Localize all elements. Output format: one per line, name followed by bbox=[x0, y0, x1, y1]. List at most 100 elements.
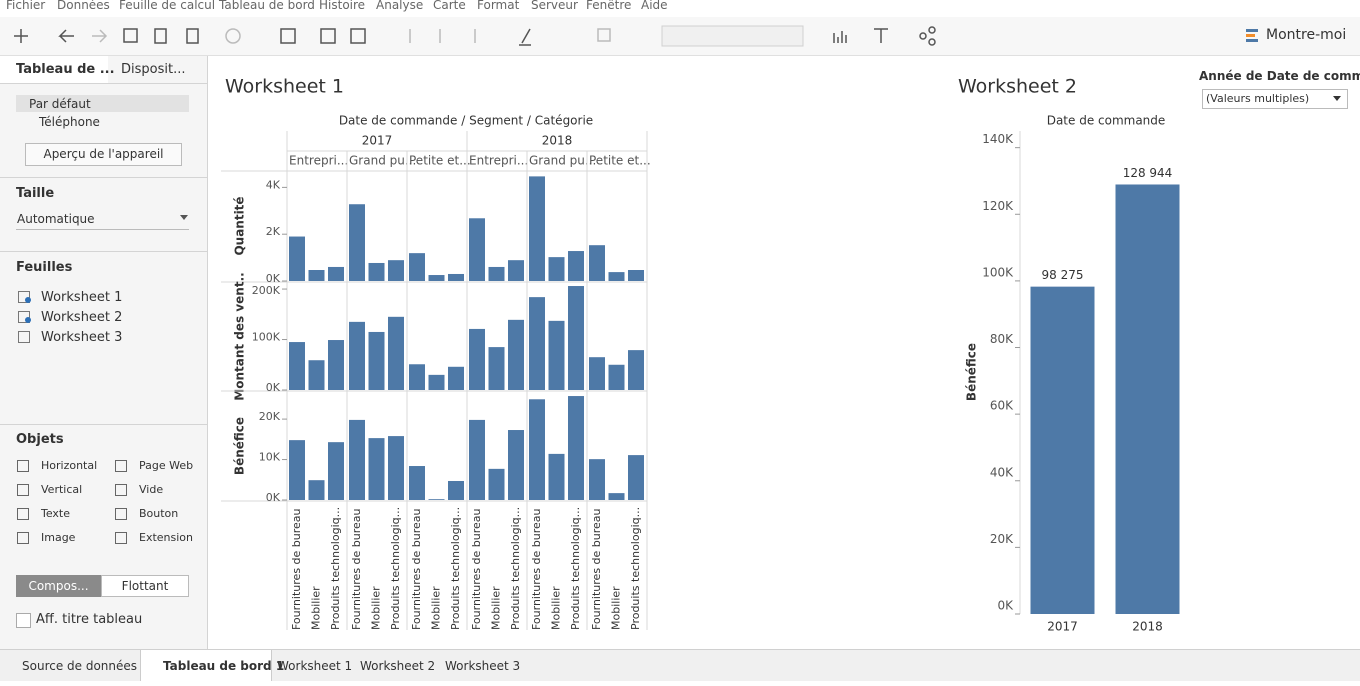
checkbox[interactable] bbox=[16, 613, 31, 628]
object-item[interactable]: Bouton bbox=[139, 507, 179, 520]
object-item[interactable]: Texte bbox=[41, 507, 71, 520]
y-tick-label: 140K bbox=[982, 132, 1014, 146]
menu-item[interactable]: Carte bbox=[433, 0, 466, 12]
sheet-tab[interactable]: Worksheet 2 bbox=[360, 659, 436, 673]
object-item[interactable]: Image bbox=[41, 531, 76, 544]
object-item[interactable]: Vertical bbox=[41, 483, 83, 496]
row-label: Bénéfice bbox=[233, 417, 247, 475]
object-icon bbox=[17, 532, 29, 544]
y-tick-label: 0K bbox=[266, 381, 281, 394]
menu-item[interactable]: Analyse bbox=[376, 0, 424, 12]
button[interactable]: Aperçu de l'appareil bbox=[25, 143, 182, 166]
object-icon bbox=[17, 460, 29, 472]
bar bbox=[529, 297, 545, 390]
bar bbox=[388, 436, 404, 500]
bar bbox=[289, 236, 305, 281]
menu-item[interactable]: Données bbox=[57, 0, 110, 12]
data-label: 128 944 bbox=[1123, 166, 1173, 180]
chart-title: Worksheet 2 bbox=[958, 76, 1077, 98]
sheet-tab[interactable]: Source de données bbox=[22, 659, 138, 673]
chart-title: Worksheet 1 bbox=[225, 76, 344, 98]
menu-item[interactable]: Feuille de calcul bbox=[119, 0, 216, 12]
bar bbox=[409, 364, 425, 390]
object-icon bbox=[17, 508, 29, 520]
bar bbox=[589, 357, 605, 390]
left-panel: Tableau de ... Disposit... Par défaut Té… bbox=[0, 56, 208, 649]
object-item[interactable]: Extension bbox=[139, 531, 194, 544]
bar bbox=[308, 270, 325, 281]
sheet-item[interactable]: Worksheet 3 bbox=[41, 330, 123, 345]
object-item[interactable]: Horizontal bbox=[41, 459, 98, 472]
column-header: Date de commande / Segment / Catégorie bbox=[339, 114, 593, 128]
sheet-tab[interactable]: Tableau de bord 1 bbox=[163, 659, 285, 673]
bar bbox=[628, 455, 644, 500]
menu-item[interactable]: Aide bbox=[641, 0, 668, 12]
icon bbox=[280, 28, 296, 44]
icon bbox=[409, 28, 611, 43]
menu-item[interactable]: Fichier bbox=[6, 0, 46, 12]
panel-tab[interactable]: Tableau de ... bbox=[16, 62, 115, 77]
bar bbox=[409, 466, 425, 500]
category-label: Fournitures de bureau bbox=[530, 508, 543, 630]
sheet-item[interactable]: Worksheet 1 bbox=[41, 290, 123, 305]
sheet-tab[interactable]: Worksheet 1 bbox=[277, 659, 353, 673]
y-tick-label: 120K bbox=[982, 199, 1014, 213]
icon bbox=[350, 28, 366, 44]
filter-dropdown[interactable] bbox=[1202, 89, 1348, 109]
menu-item[interactable]: Histoire bbox=[319, 0, 366, 12]
bar bbox=[428, 499, 445, 500]
bar bbox=[548, 257, 565, 281]
filter-title: Année de Date de comma.. bbox=[1199, 69, 1360, 83]
toolbar: Montre-moi bbox=[0, 17, 1360, 56]
device[interactable]: Téléphone bbox=[39, 115, 100, 129]
panel-tab[interactable]: Disposit... bbox=[121, 62, 186, 77]
icon bbox=[320, 28, 336, 44]
menu-bar: Fichier Données Feuille de calcul Tableau d… bbox=[0, 0, 1360, 14]
segment-header: Grand pu... bbox=[349, 154, 416, 168]
bar bbox=[469, 419, 485, 500]
sheet-item[interactable]: Worksheet 2 bbox=[41, 310, 123, 325]
bar bbox=[529, 399, 545, 500]
object-item[interactable]: Vide bbox=[139, 483, 164, 496]
x-tick-label: 2018 bbox=[1132, 620, 1163, 634]
y-tick-label: 0K bbox=[266, 272, 281, 285]
toggle-active[interactable]: Compos... bbox=[16, 575, 101, 597]
bar bbox=[368, 438, 385, 500]
bar bbox=[448, 480, 464, 500]
object-item[interactable]: Page Web bbox=[139, 459, 194, 472]
dropdown[interactable] bbox=[661, 25, 804, 47]
menu-item[interactable]: Serveur bbox=[531, 0, 578, 12]
icon bbox=[154, 28, 167, 44]
bar bbox=[488, 347, 505, 390]
toggle[interactable]: Flottant bbox=[101, 575, 189, 597]
sheet-tab[interactable]: Worksheet 3 bbox=[445, 659, 521, 673]
segment-header: Petite et... bbox=[589, 154, 651, 168]
icon bbox=[14, 29, 28, 43]
bar bbox=[289, 342, 305, 390]
menu-item[interactable]: Fenêtre bbox=[586, 0, 632, 12]
bar bbox=[349, 321, 365, 390]
category-label: Mobilier bbox=[550, 586, 563, 630]
bar bbox=[428, 275, 445, 281]
year-header: 2017 bbox=[362, 134, 393, 148]
section-title: Taille bbox=[16, 186, 55, 201]
row-label: Montant des vent.. bbox=[233, 272, 247, 400]
y-tick-label: 20K bbox=[990, 532, 1014, 546]
menu-item[interactable]: Tableau de bord bbox=[219, 0, 315, 12]
device[interactable]: Par défaut bbox=[29, 97, 91, 111]
size-dropdown[interactable]: Automatique bbox=[17, 212, 95, 226]
category-label: Produits technologiq... bbox=[329, 507, 342, 630]
bar bbox=[628, 270, 644, 281]
tab-bar: Source de données Tableau de bord 1 Worksh… bbox=[0, 649, 1360, 681]
show-me-button[interactable]: Montre-moi bbox=[1266, 27, 1347, 43]
icon bbox=[1246, 29, 1258, 32]
category-label: Mobilier bbox=[370, 586, 383, 630]
y-tick-label: 0K bbox=[997, 599, 1014, 613]
y-tick-label: 4K bbox=[266, 178, 281, 191]
icon bbox=[1246, 39, 1258, 42]
bar bbox=[488, 468, 505, 500]
tab-active bbox=[0, 56, 108, 83]
menu-item[interactable]: Format bbox=[477, 0, 520, 12]
icon bbox=[519, 28, 531, 46]
